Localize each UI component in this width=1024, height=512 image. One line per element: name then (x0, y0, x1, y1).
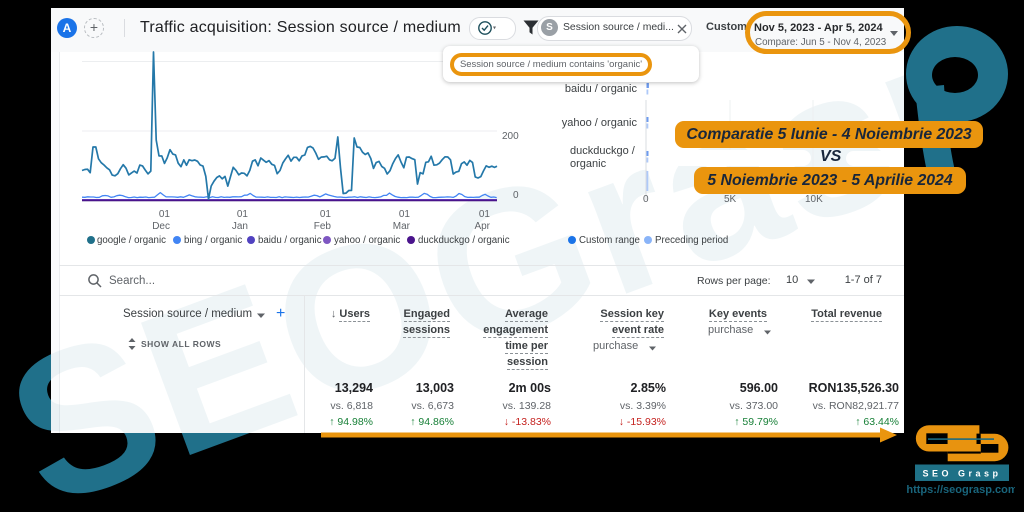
svg-text:https://seograsp.com: https://seograsp.com (906, 484, 1015, 496)
svg-text:SEO Grasp: SEO Grasp (922, 469, 1001, 479)
